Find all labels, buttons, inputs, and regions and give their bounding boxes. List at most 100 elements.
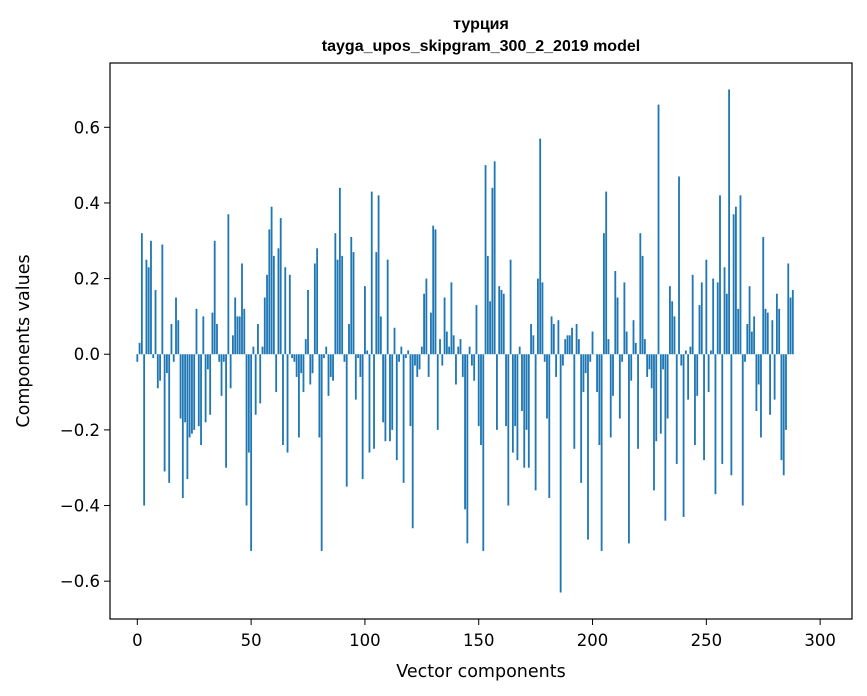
- bar-234: [669, 286, 671, 355]
- bar-168: [518, 346, 521, 355]
- x-tick-label: 200: [577, 631, 609, 650]
- bar-222: [641, 255, 644, 355]
- bar-212: [618, 354, 621, 419]
- bar-42: [232, 335, 234, 355]
- bar-247: [698, 305, 701, 355]
- bar-253: [712, 278, 715, 355]
- bar-58: [268, 229, 271, 355]
- bar-106: [377, 195, 380, 355]
- bar-219: [634, 342, 637, 355]
- bar-184: [555, 354, 558, 377]
- bar-182: [550, 316, 553, 355]
- x-tick-label: 250: [691, 631, 723, 650]
- bar-176: [536, 278, 539, 355]
- bar-38: [222, 354, 225, 362]
- bar-107: [379, 316, 382, 355]
- bar-236: [673, 316, 676, 355]
- bar-198: [587, 354, 589, 540]
- bar-279: [771, 320, 774, 355]
- bar-13: [165, 354, 168, 374]
- bar-216: [628, 354, 630, 544]
- bar-165: [511, 354, 514, 453]
- bar-284: [782, 354, 785, 476]
- bar-32: [209, 354, 212, 415]
- bar-61: [275, 354, 278, 393]
- bar-3: [143, 354, 146, 506]
- bar-109: [384, 354, 387, 442]
- bar-263: [735, 206, 737, 355]
- bar-224: [646, 354, 649, 377]
- bar-7: [152, 354, 155, 359]
- bar-1: [138, 342, 141, 355]
- bar-14: [168, 354, 171, 483]
- bar-193: [575, 323, 578, 355]
- bar-114: [395, 354, 398, 461]
- bar-152: [482, 354, 485, 551]
- bar-97: [357, 354, 359, 359]
- y-tick-label: −0.4: [60, 497, 100, 516]
- bar-286: [787, 263, 790, 355]
- bar-233: [666, 354, 669, 419]
- bar-196: [582, 354, 585, 393]
- bar-147: [470, 354, 473, 366]
- bar-73: [302, 354, 305, 393]
- bar-139: [452, 335, 455, 355]
- bar-271: [753, 316, 756, 355]
- bar-202: [596, 354, 598, 393]
- bar-225: [648, 354, 651, 370]
- bar-50: [250, 354, 253, 551]
- x-axis-ticks: 0 50 100 150 200 250 300: [132, 619, 836, 650]
- bar-270: [750, 331, 753, 355]
- bar-255: [716, 282, 719, 355]
- chart-title: турция: [453, 16, 509, 33]
- bar-275: [762, 236, 765, 355]
- bar-154: [486, 255, 489, 355]
- bar-87: [334, 233, 337, 355]
- bar-200: [591, 331, 594, 355]
- bar-128: [427, 354, 430, 377]
- x-tick-label: 0: [132, 631, 143, 650]
- bar-9: [156, 354, 159, 389]
- bar-90: [341, 255, 344, 355]
- x-axis-label: Vector components: [396, 662, 565, 682]
- bar-29: [202, 316, 205, 355]
- bar-102: [368, 354, 371, 453]
- bar-79: [316, 248, 319, 355]
- bar-57: [266, 274, 268, 355]
- bar-24: [191, 354, 193, 434]
- bar-52: [254, 354, 257, 415]
- bar-47: [243, 308, 246, 355]
- bar-206: [605, 191, 608, 355]
- bar-195: [580, 354, 583, 483]
- bar-140: [455, 354, 457, 385]
- bar-124: [418, 354, 421, 370]
- bar-125: [420, 346, 423, 355]
- bar-113: [393, 327, 396, 355]
- x-tick-label: 100: [349, 631, 381, 650]
- bar-117: [402, 354, 405, 483]
- bar-6: [150, 240, 152, 355]
- bar-71: [298, 354, 300, 438]
- bar-80: [318, 354, 321, 438]
- bar-163: [507, 354, 510, 506]
- bar-197: [584, 354, 587, 374]
- bar-221: [639, 233, 642, 355]
- bar-5: [147, 267, 150, 355]
- bar-158: [496, 354, 498, 430]
- bar-72: [300, 354, 303, 374]
- bar-66: [286, 354, 289, 453]
- bar-8: [154, 289, 157, 355]
- bar-82: [323, 354, 325, 359]
- bar-194: [577, 339, 580, 355]
- bar-64: [282, 354, 284, 446]
- bar-59: [270, 206, 273, 355]
- bar-231: [662, 354, 664, 370]
- bar-112: [391, 354, 394, 430]
- bar-217: [630, 354, 633, 381]
- bar-159: [498, 286, 501, 355]
- bar-54: [259, 354, 262, 404]
- bar-68: [291, 354, 293, 359]
- bar-55: [261, 346, 264, 355]
- bar-237: [675, 354, 678, 464]
- bar-178: [541, 282, 544, 355]
